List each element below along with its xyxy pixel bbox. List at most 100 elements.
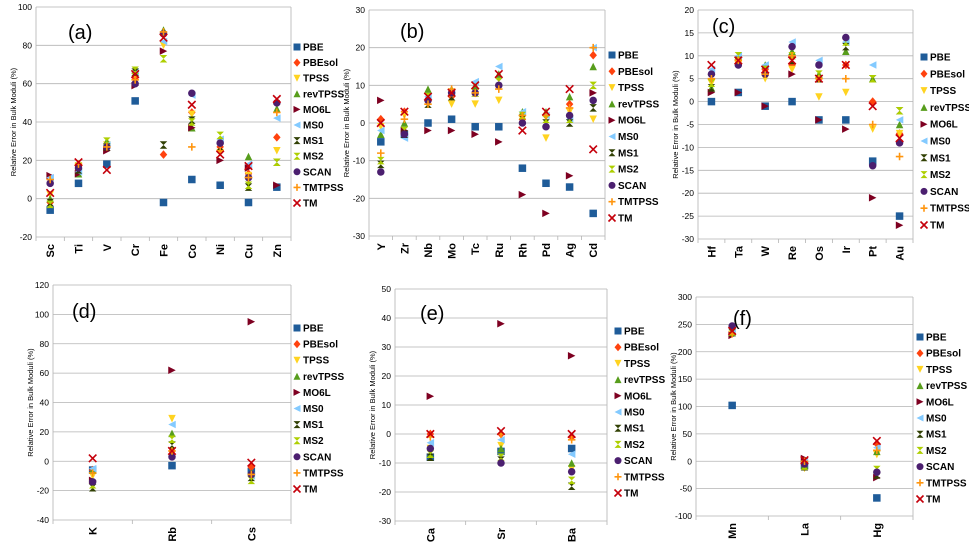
y-axis-label: Relative Error in Bulk Moduli (%) <box>671 70 680 179</box>
point-pbe-tc <box>471 123 479 130</box>
legend-marker-tm <box>294 200 301 207</box>
point-pbesol-zn <box>273 133 281 142</box>
legend-marker-tpss <box>294 75 301 82</box>
y-tick-label: 40 <box>382 313 392 323</box>
legend-marker-ms1 <box>294 137 301 144</box>
legend-label-scan: SCAN <box>926 462 954 473</box>
point-pbe-cr <box>131 97 139 105</box>
point-scan-zn <box>273 99 281 107</box>
x-tick-label-re: Re <box>787 246 799 260</box>
legend-label-ms0: MS0 <box>624 408 645 419</box>
legend-marker-ms0 <box>917 415 924 422</box>
legend-label-tm: TM <box>930 221 944 232</box>
legend-marker-mo6l <box>294 106 301 113</box>
y-axis-label: Relative Error in Bulk Moduli (%) <box>342 68 351 177</box>
legend-label-tpss: TPSS <box>303 356 329 367</box>
legend-marker-revtpss <box>615 376 622 383</box>
legend-marker-tm <box>294 486 301 493</box>
panel-label: (c) <box>712 16 735 38</box>
x-tick-label-la: La <box>800 522 812 536</box>
legend-label-revtpss: revTPSS <box>303 372 344 383</box>
legend-marker-scan <box>615 457 622 464</box>
point-tpss-zn <box>273 147 281 155</box>
legend-marker-ms2 <box>294 153 301 160</box>
legend-label-pbe: PBE <box>618 51 639 62</box>
legend-label-tm: TM <box>303 199 317 210</box>
legend-label-ms2: MS2 <box>930 170 951 181</box>
legend-label-tm: TM <box>926 495 940 506</box>
legend-label-pbesol: PBEsol <box>303 340 338 351</box>
point-mo6l-ag <box>566 172 574 180</box>
point-mo6l-ca <box>427 393 435 401</box>
legend-marker-revtpss <box>921 104 928 111</box>
y-tick-label: 50 <box>382 284 392 294</box>
y-tick-label: 200 <box>678 347 692 357</box>
y-tick-label: 20 <box>356 43 366 53</box>
y-tick-label: 20 <box>40 427 50 437</box>
legend-marker-ms1 <box>921 154 928 161</box>
legend-marker-tmtpss <box>615 473 622 480</box>
legend-marker-mo6l <box>609 117 616 124</box>
legend-marker-scan <box>294 453 301 460</box>
y-tick-label: 30 <box>356 5 366 15</box>
x-tick-label-sc: Sc <box>45 244 57 257</box>
legend-label-scan: SCAN <box>930 187 958 198</box>
point-pbe-au <box>896 212 904 220</box>
point-pbe-ni <box>216 182 224 190</box>
point-revtpss-cu <box>245 153 253 161</box>
legend-marker-ms1 <box>917 431 924 438</box>
legend-marker-ms0 <box>921 138 928 145</box>
point-pbe-pd <box>542 180 550 188</box>
point-tmtpss-ir <box>842 75 850 83</box>
legend-marker-mo6l <box>615 392 622 399</box>
point-pbe-mo <box>448 115 456 123</box>
point-scan-cd <box>589 97 597 105</box>
y-tick-label: 120 <box>35 280 49 290</box>
legend-label-mo6l: MO6L <box>930 120 958 131</box>
point-pbe-rb <box>168 462 176 470</box>
legend-label-pbesol: PBEsol <box>926 349 961 360</box>
legend-label-mo6l: MO6L <box>624 391 652 402</box>
point-mo6l-rh <box>519 191 527 199</box>
legend-label-pbesol: PBEsol <box>618 67 653 78</box>
y-tick-label: -10 <box>379 458 392 468</box>
y-tick-label: 20 <box>23 155 33 165</box>
point-scan-os <box>815 61 823 69</box>
y-tick-label: 300 <box>678 292 692 302</box>
legend-marker-pbesol <box>615 343 622 351</box>
legend: PBEPBEsolTPSSrevTPSSMO6LMS0MS1MS2SCANTMT… <box>609 51 660 225</box>
legend-marker-tpss <box>917 366 924 373</box>
x-tick-label-nb: Nb <box>423 243 435 258</box>
legend-label-mo6l: MO6L <box>926 397 954 408</box>
legend-marker-tm <box>615 490 622 497</box>
legend-marker-revtpss <box>294 90 301 97</box>
point-tmtpss-au <box>896 153 904 161</box>
legend-marker-tm <box>917 496 924 503</box>
legend: PBEPBEsolTPSSrevTPSSMO6LMS0MS1MS2SCANTMT… <box>921 53 969 232</box>
x-tick-label-tc: Tc <box>470 243 482 255</box>
legend: PBEPBEsolTPSSrevTPSSMO6LMS0MS1MS2SCANTMT… <box>917 333 968 506</box>
legend-marker-pbesol <box>294 59 301 67</box>
legend-marker-pbesol <box>609 67 616 75</box>
point-pbe-cu <box>245 199 253 207</box>
legend-label-tpss: TPSS <box>618 83 644 94</box>
legend-label-ms0: MS0 <box>303 404 324 415</box>
legend-label-pbe: PBE <box>930 53 951 64</box>
point-tpss-tc <box>471 100 479 108</box>
y-tick-label: 0 <box>360 118 365 128</box>
legend-marker-scan <box>609 182 616 189</box>
point-revtpss-ag <box>566 93 574 101</box>
point-pbesol-fe <box>160 150 168 159</box>
y-tick-label: 10 <box>382 400 392 410</box>
legend-label-tpss: TPSS <box>930 86 956 97</box>
point-ms2-sc <box>46 201 54 209</box>
x-tick-label-ta: Ta <box>733 245 745 258</box>
point-mo6l-au <box>896 222 904 230</box>
point-tpss-mo <box>448 100 456 108</box>
y-tick-label: 100 <box>35 309 49 319</box>
y-tick-label: 250 <box>678 319 692 329</box>
y-tick-label: -20 <box>353 193 366 203</box>
